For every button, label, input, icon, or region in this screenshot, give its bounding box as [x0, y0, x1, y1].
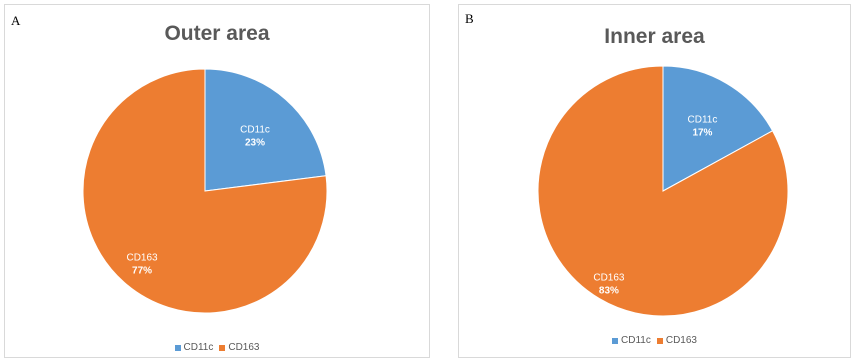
legend-label: CD11c [621, 335, 651, 346]
pie-chart-inner: CD11c 17% CD163 83% [537, 65, 789, 317]
pie-slice-cd163 [82, 68, 328, 314]
legend-label: CD11c [183, 342, 214, 353]
legend-swatch-cd11c [612, 337, 619, 344]
data-label-category: CD11c [240, 124, 270, 135]
pie-slice-cd163 [537, 65, 789, 317]
chart-panel-b: B Inner area CD11c 17% CD163 83% CD11c CD16… [458, 4, 851, 358]
panel-label: B [465, 11, 474, 26]
legend-swatch-cd163 [219, 344, 226, 351]
legend-item-cd11c: CD11c [174, 342, 214, 353]
chart-title: Inner area [604, 25, 705, 48]
pie-slice-cd11c [204, 68, 327, 192]
chart-legend: CD11c CD163 [459, 335, 850, 346]
legend-item-cd163: CD163 [656, 335, 697, 346]
chart-title: Outer area [164, 22, 270, 45]
data-label-percent: 83% [599, 285, 619, 296]
data-label-percent: 77% [132, 265, 152, 276]
pie-chart-outer: CD11c 23% CD163 77% [82, 68, 328, 314]
data-label-category: CD163 [126, 252, 158, 263]
data-label-category: CD11c [688, 114, 718, 125]
panel-label: A [11, 13, 21, 28]
chart-panel-a: A Outer area CD11c 23% CD163 77% CD11c CD16… [4, 4, 430, 358]
legend-item-cd11c: CD11c [612, 335, 651, 346]
legend-label: CD163 [665, 335, 697, 346]
legend-swatch-cd163 [656, 337, 663, 344]
data-label-category: CD163 [593, 272, 625, 283]
legend-item-cd163: CD163 [219, 342, 259, 353]
data-label-percent: 17% [692, 127, 712, 138]
pie-slice-cd11c [662, 65, 774, 192]
legend-swatch-cd11c [174, 344, 181, 351]
chart-legend: CD11c CD163 [5, 342, 429, 353]
legend-label: CD163 [228, 342, 260, 353]
data-label-percent: 23% [245, 137, 265, 148]
